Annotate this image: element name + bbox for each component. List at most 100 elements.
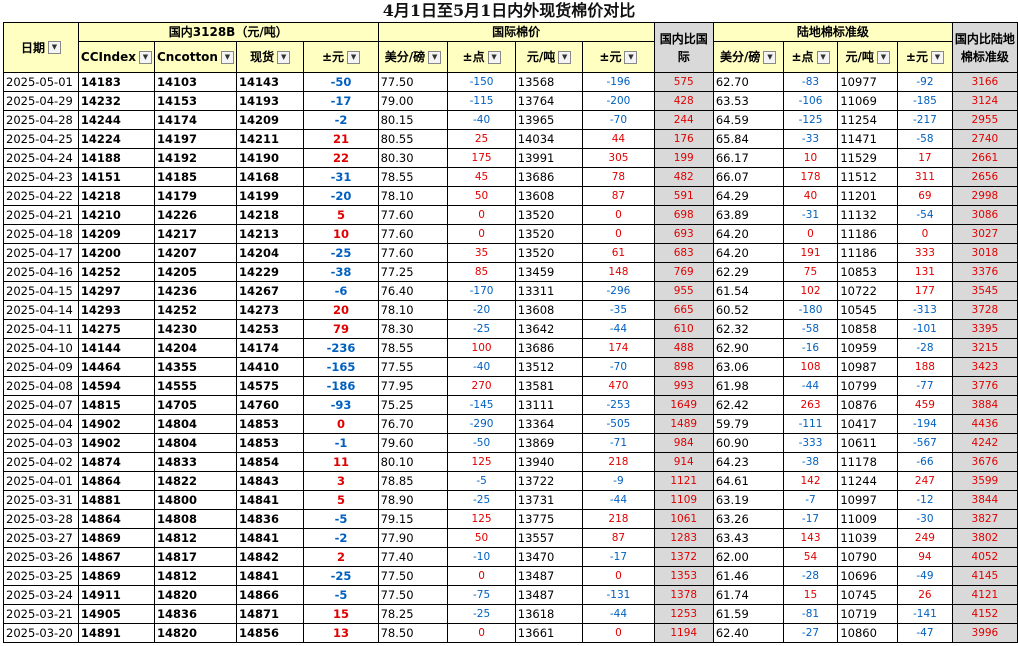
cell-ccindex[interactable]: 14293 [77, 300, 156, 320]
cell-intl-points[interactable]: -75 [447, 585, 516, 605]
cell-domestic-vs-intl[interactable]: 665 [653, 300, 714, 320]
cell-cncotton[interactable]: 14836 [154, 604, 237, 624]
cell-date[interactable]: 2025-03-27 [3, 528, 79, 548]
cell-ccindex[interactable]: 14200 [77, 243, 156, 263]
cell-land-points[interactable]: -17 [782, 509, 839, 529]
cell-spot[interactable]: 14853 [235, 414, 305, 434]
cell-land-yuan[interactable]: 10719 [837, 604, 899, 624]
cell-intl-yuan[interactable]: 13608 [514, 300, 584, 320]
cell-date[interactable]: 2025-04-08 [3, 376, 79, 396]
cell-land-points[interactable]: -16 [782, 338, 839, 358]
cell-intl-points[interactable]: 125 [447, 509, 516, 529]
cell-intl-points[interactable]: 175 [447, 148, 516, 168]
cell-cncotton[interactable]: 14103 [154, 72, 237, 92]
cell-intl-yuan[interactable]: 13642 [514, 319, 584, 339]
cell-intl-points[interactable]: -40 [447, 357, 516, 377]
cell-land-yuan[interactable]: 11178 [837, 452, 899, 472]
cell-land-points[interactable]: 178 [782, 167, 839, 187]
cell-domestic-vs-land[interactable]: 3599 [951, 471, 1018, 491]
cell-spot-change[interactable]: -50 [303, 72, 379, 92]
cell-land-cents[interactable]: 62.40 [712, 623, 784, 643]
cell-domestic-vs-land[interactable]: 3027 [951, 224, 1018, 244]
cell-land-cents[interactable]: 64.23 [712, 452, 784, 472]
cell-intl-points[interactable]: -115 [447, 91, 516, 111]
cell-cncotton[interactable]: 14812 [154, 528, 237, 548]
cell-spot-change[interactable]: 3 [303, 471, 379, 491]
cell-land-cents[interactable]: 62.00 [712, 547, 784, 567]
cell-spot[interactable]: 14866 [235, 585, 305, 605]
cell-land-change[interactable]: -58 [897, 129, 953, 149]
cell-spot-change[interactable]: 79 [303, 319, 379, 339]
cell-land-cents[interactable]: 59.79 [712, 414, 784, 434]
cell-domestic-vs-intl[interactable]: 1253 [653, 604, 714, 624]
cell-land-change[interactable]: -77 [897, 376, 953, 396]
cell-intl-change[interactable]: -70 [582, 357, 655, 377]
cell-land-points[interactable]: 54 [782, 547, 839, 567]
cell-intl-change[interactable]: -131 [582, 585, 655, 605]
cell-domestic-vs-intl[interactable]: 1109 [653, 490, 714, 510]
cell-spot-change[interactable]: -17 [303, 91, 379, 111]
cell-spot-change[interactable]: -25 [303, 243, 379, 263]
cell-domestic-vs-land[interactable]: 3423 [951, 357, 1018, 377]
cell-intl-points[interactable]: -20 [447, 300, 516, 320]
cell-ccindex[interactable]: 14224 [77, 129, 156, 149]
cell-land-points[interactable]: 191 [782, 243, 839, 263]
cell-intl-yuan[interactable]: 13661 [514, 623, 584, 643]
filter-dropdown-icon[interactable] [624, 50, 638, 64]
cell-spot[interactable]: 14854 [235, 452, 305, 472]
cell-intl-change[interactable]: 470 [582, 376, 655, 396]
cell-spot[interactable]: 14273 [235, 300, 305, 320]
cell-ccindex[interactable]: 14869 [77, 566, 156, 586]
cell-intl-yuan[interactable]: 13470 [514, 547, 584, 567]
cell-land-yuan[interactable]: 11186 [837, 224, 899, 244]
cell-domestic-vs-land[interactable]: 4052 [951, 547, 1018, 567]
cell-ccindex[interactable]: 14183 [77, 72, 156, 92]
cell-cncotton[interactable]: 14179 [154, 186, 237, 206]
cell-intl-change[interactable]: -17 [582, 547, 655, 567]
cell-domestic-vs-land[interactable]: 3844 [951, 490, 1018, 510]
cell-intl-yuan[interactable]: 13965 [514, 110, 584, 130]
filter-dropdown-icon[interactable] [930, 50, 944, 64]
cell-domestic-vs-land[interactable]: 2661 [951, 148, 1018, 168]
cell-intl-change[interactable]: 0 [582, 224, 655, 244]
cell-intl-points[interactable]: 0 [447, 205, 516, 225]
cell-intl-points[interactable]: 45 [447, 167, 516, 187]
cell-domestic-vs-land[interactable]: 3802 [951, 528, 1018, 548]
cell-ccindex[interactable]: 14151 [77, 167, 156, 187]
cell-spot-change[interactable]: 10 [303, 224, 379, 244]
cell-intl-points[interactable]: -290 [447, 414, 516, 434]
cell-intl-change[interactable]: 305 [582, 148, 655, 168]
cell-land-change[interactable]: -313 [897, 300, 953, 320]
cell-spot[interactable]: 14209 [235, 110, 305, 130]
cell-land-yuan[interactable]: 10987 [837, 357, 899, 377]
cell-land-cents[interactable]: 64.61 [712, 471, 784, 491]
cell-intl-change[interactable]: -196 [582, 72, 655, 92]
cell-intl-points[interactable]: 25 [447, 129, 516, 149]
filter-dropdown-icon[interactable] [487, 50, 501, 64]
cell-land-yuan[interactable]: 11529 [837, 148, 899, 168]
filter-dropdown-icon[interactable] [277, 50, 291, 64]
cell-land-yuan[interactable]: 10997 [837, 490, 899, 510]
cell-spot-change[interactable]: -25 [303, 566, 379, 586]
cell-ccindex[interactable]: 14464 [77, 357, 156, 377]
cell-date[interactable]: 2025-03-20 [3, 623, 79, 643]
cell-intl-cents[interactable]: 80.15 [377, 110, 449, 130]
cell-date[interactable]: 2025-04-01 [3, 471, 79, 491]
cell-domestic-vs-land[interactable]: 3676 [951, 452, 1018, 472]
cell-domestic-vs-land[interactable]: 2656 [951, 167, 1018, 187]
cell-land-cents[interactable]: 62.29 [712, 262, 784, 282]
cell-intl-points[interactable]: -150 [447, 72, 516, 92]
cell-intl-cents[interactable]: 78.55 [377, 338, 449, 358]
cell-date[interactable]: 2025-04-10 [3, 338, 79, 358]
cell-land-cents[interactable]: 63.53 [712, 91, 784, 111]
cell-intl-points[interactable]: 100 [447, 338, 516, 358]
cell-spot[interactable]: 14211 [235, 129, 305, 149]
cell-intl-yuan[interactable]: 13869 [514, 433, 584, 453]
cell-date[interactable]: 2025-04-24 [3, 148, 79, 168]
cell-date[interactable]: 2025-04-03 [3, 433, 79, 453]
cell-spot[interactable]: 14193 [235, 91, 305, 111]
cell-intl-change[interactable]: -44 [582, 604, 655, 624]
cell-land-yuan[interactable]: 10853 [837, 262, 899, 282]
cell-land-points[interactable]: 102 [782, 281, 839, 301]
cell-date[interactable]: 2025-04-02 [3, 452, 79, 472]
